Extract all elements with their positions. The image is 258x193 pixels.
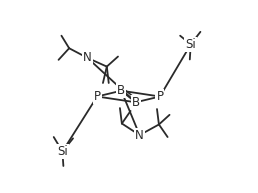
Text: N: N [135,129,144,142]
Text: B: B [117,84,125,97]
Text: N: N [83,51,92,64]
Text: Si: Si [186,38,196,51]
Text: P: P [94,90,101,103]
Text: Si: Si [57,145,68,158]
Text: B: B [132,96,140,109]
Text: P: P [156,90,163,103]
